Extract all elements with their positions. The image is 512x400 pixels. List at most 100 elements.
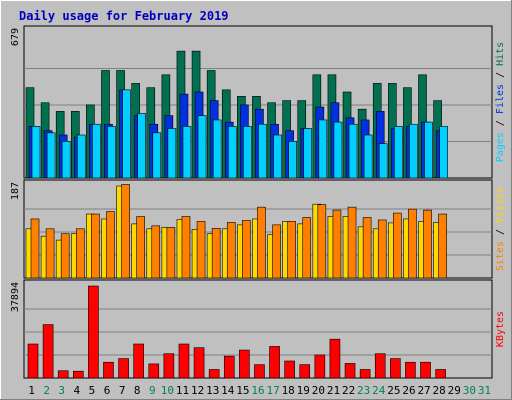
bar-pages-day-28 bbox=[439, 126, 448, 179]
x-tick-label: 28 bbox=[433, 384, 446, 397]
bar-kbytes-day-26 bbox=[405, 361, 416, 379]
bar-kbytes-day-9 bbox=[148, 363, 160, 379]
x-tick-label: 10 bbox=[161, 384, 174, 397]
bar-kbytes-day-4 bbox=[72, 370, 84, 379]
bar-kbytes-day-2 bbox=[42, 324, 54, 379]
bar-sites-day-4 bbox=[75, 228, 85, 279]
bar-sites-day-13 bbox=[211, 228, 221, 279]
bar-pages-day-4 bbox=[76, 134, 86, 179]
bar-pages-day-17 bbox=[273, 134, 282, 179]
bar-kbytes-day-24 bbox=[374, 353, 386, 379]
x-tick-label: 16 bbox=[251, 384, 264, 397]
bar-pages-day-24 bbox=[378, 143, 388, 179]
bar-pages-day-3 bbox=[61, 141, 71, 179]
bar-pages-day-26 bbox=[409, 123, 418, 179]
panel-requests-ymax-label: 679 bbox=[10, 28, 21, 46]
legend-part: Pages bbox=[495, 132, 506, 162]
x-tick-label: 21 bbox=[327, 384, 340, 397]
panel-kbytes: 37894 KBytes bbox=[10, 279, 506, 379]
legend-part: Visits bbox=[495, 187, 506, 223]
x-tick-label: 27 bbox=[417, 384, 430, 397]
bar-sites-day-14 bbox=[226, 222, 236, 279]
legend-part: KBytes bbox=[495, 311, 506, 347]
x-tick-label: 24 bbox=[372, 384, 386, 397]
bar-pages-day-8 bbox=[137, 113, 146, 179]
bar-sites-day-24 bbox=[377, 219, 387, 279]
bar-pages-day-5 bbox=[92, 123, 101, 179]
bar-kbytes-day-6 bbox=[103, 361, 114, 379]
bar-sites-day-26 bbox=[408, 208, 417, 279]
bar-sites-day-16 bbox=[257, 206, 266, 279]
bar-kbytes-day-10 bbox=[163, 353, 175, 379]
bar-pages-day-1 bbox=[31, 126, 41, 179]
bar-sites-day-17 bbox=[272, 224, 281, 279]
bar-kbytes-day-23 bbox=[359, 369, 371, 379]
x-tick-label: 18 bbox=[282, 384, 295, 397]
panel-visits-legend: Sites / Visits bbox=[495, 187, 506, 271]
bar-sites-day-6 bbox=[106, 211, 115, 279]
bar-sites-day-9 bbox=[151, 225, 161, 279]
x-tick-label: 5 bbox=[89, 384, 96, 397]
bar-pages-day-9 bbox=[152, 132, 162, 179]
bar-kbytes-day-14 bbox=[223, 355, 235, 379]
bar-kbytes-day-12 bbox=[193, 347, 205, 379]
bar-pages-day-22 bbox=[348, 123, 358, 179]
chart-title: Daily usage for February 2019 bbox=[19, 9, 229, 23]
bar-sites-day-20 bbox=[317, 204, 327, 279]
bar-kbytes-day-15 bbox=[239, 349, 250, 379]
bar-kbytes-day-25 bbox=[390, 358, 401, 379]
legend-part: / bbox=[495, 114, 506, 132]
bar-kbytes-day-20 bbox=[314, 354, 326, 379]
panel-requests-legend: Pages / Files / Hits bbox=[495, 42, 506, 162]
x-tick-label: 11 bbox=[176, 384, 189, 397]
bar-sites-day-3 bbox=[60, 233, 70, 279]
x-axis-day-labels: 1 2 3 4 5 6 7 8 9 10 11 12 13 14 15 16 17 18 19 20 21 22 23 24 2… bbox=[28, 384, 491, 397]
bar-kbytes-day-13 bbox=[208, 369, 220, 379]
bar-kbytes-day-1 bbox=[27, 343, 39, 379]
bar-pages-day-15 bbox=[243, 126, 252, 179]
bar-pages-day-7 bbox=[122, 89, 131, 179]
bar-sites-day-28 bbox=[438, 213, 447, 279]
x-tick-label: 20 bbox=[312, 384, 325, 397]
legend-part: Hits bbox=[495, 42, 506, 66]
x-tick-label: 23 bbox=[357, 384, 370, 397]
bar-sites-day-22 bbox=[347, 206, 357, 279]
bar-sites-day-19 bbox=[302, 217, 312, 279]
x-tick-label: 19 bbox=[297, 384, 310, 397]
bar-kbytes-day-5 bbox=[88, 285, 99, 379]
bar-sites-day-25 bbox=[393, 212, 402, 279]
legend-part: / bbox=[495, 223, 506, 241]
bar-pages-day-23 bbox=[363, 134, 373, 179]
bar-sites-day-11 bbox=[181, 216, 191, 279]
chart-panels: 679 Pages / Files / Hits 187 Sites / Visits… bbox=[10, 25, 506, 379]
bar-kbytes-day-16 bbox=[254, 364, 265, 379]
bar-sites-day-23 bbox=[362, 217, 372, 279]
x-tick-label: 31 bbox=[478, 384, 491, 397]
bar-kbytes-day-21 bbox=[329, 338, 341, 379]
x-tick-label: 26 bbox=[402, 384, 415, 397]
bar-sites-day-27 bbox=[423, 209, 432, 279]
x-tick-label: 7 bbox=[119, 384, 126, 397]
bar-sites-day-12 bbox=[196, 221, 206, 279]
x-tick-label: 6 bbox=[104, 384, 111, 397]
bar-kbytes-day-28 bbox=[435, 369, 446, 379]
bar-sites-day-21 bbox=[332, 209, 342, 279]
x-tick-label: 30 bbox=[463, 384, 476, 397]
x-tick-label: 12 bbox=[191, 384, 204, 397]
bar-pages-day-20 bbox=[318, 119, 328, 179]
x-tick-label: 15 bbox=[236, 384, 249, 397]
bar-sites-day-15 bbox=[242, 220, 251, 279]
bar-kbytes-day-11 bbox=[178, 343, 190, 379]
bar-pages-day-16 bbox=[258, 123, 267, 179]
bar-kbytes-day-18 bbox=[284, 360, 295, 379]
bar-pages-day-14 bbox=[227, 126, 237, 179]
bar-pages-day-11 bbox=[182, 126, 192, 179]
panel-kbytes-ymax-label: 37894 bbox=[10, 282, 21, 312]
x-tick-label: 4 bbox=[74, 384, 81, 397]
x-tick-label: 2 bbox=[43, 384, 50, 397]
bar-kbytes-day-17 bbox=[269, 346, 280, 379]
bar-pages-day-18 bbox=[288, 141, 297, 179]
bar-sites-day-10 bbox=[166, 227, 176, 279]
legend-part: Sites bbox=[495, 241, 506, 271]
